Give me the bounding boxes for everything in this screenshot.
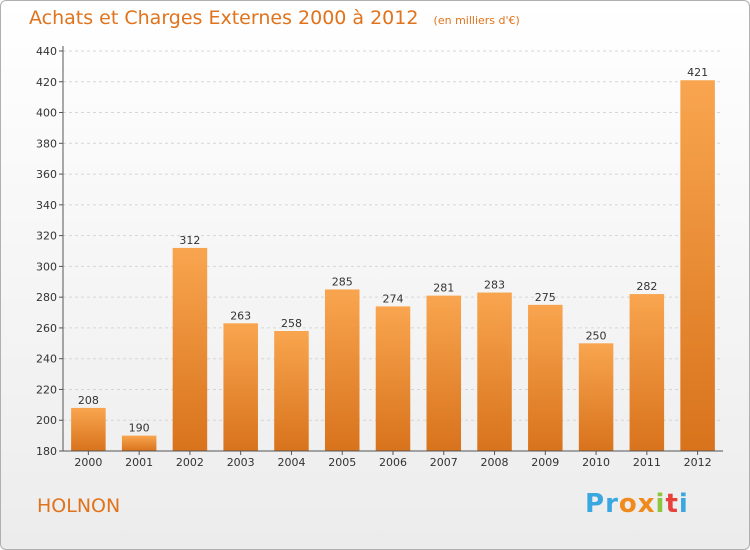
x-tick-label: 2002 <box>176 456 204 469</box>
value-label: 258 <box>281 317 302 330</box>
logo-letter: o <box>618 489 638 519</box>
bar-2004 <box>274 331 309 451</box>
y-tick-label: 420 <box>36 76 57 89</box>
logo-letter: t <box>665 489 679 519</box>
y-tick-label: 240 <box>36 353 57 366</box>
title-row: Achats et Charges Externes 2000 à 2012 (… <box>29 7 520 29</box>
x-tick-label: 2010 <box>582 456 610 469</box>
x-tick-label: 2004 <box>277 456 305 469</box>
y-tick-label: 400 <box>36 107 57 120</box>
x-tick-label: 2001 <box>125 456 153 469</box>
value-label: 285 <box>332 275 353 288</box>
x-tick-label: 2012 <box>684 456 712 469</box>
logo-letter: x <box>637 489 656 519</box>
value-label: 275 <box>535 291 556 304</box>
value-label: 283 <box>484 279 505 292</box>
proxiti-logo: Proxiti <box>585 489 689 519</box>
bar-2008 <box>477 292 512 451</box>
x-tick-label: 2009 <box>531 456 559 469</box>
y-tick-label: 360 <box>36 168 57 181</box>
y-tick-label: 380 <box>36 137 57 150</box>
value-label: 208 <box>78 394 99 407</box>
bar-2010 <box>578 343 614 451</box>
logo-letter: P <box>585 489 606 519</box>
value-label: 421 <box>687 66 708 79</box>
bar-2000 <box>71 407 106 451</box>
logo-letter: r <box>605 489 619 519</box>
chart-title: Achats et Charges Externes 2000 à 2012 <box>29 7 419 29</box>
value-label: 190 <box>129 422 150 435</box>
y-tick-label: 300 <box>36 260 57 273</box>
value-label: 250 <box>586 329 607 342</box>
value-label: 274 <box>383 292 404 305</box>
x-tick-label: 2006 <box>379 456 407 469</box>
bar-2011 <box>629 294 665 451</box>
value-label: 263 <box>230 309 251 322</box>
bar-2001 <box>121 435 157 451</box>
bar-2002 <box>172 247 208 451</box>
bar-2005 <box>324 289 360 451</box>
bar-2003 <box>223 323 258 451</box>
logo-letter: i <box>655 489 666 519</box>
chart-subtitle: (en milliers d'€) <box>433 14 520 27</box>
x-tick-label: 2007 <box>430 456 458 469</box>
y-tick-label: 220 <box>36 383 57 396</box>
x-tick-label: 2005 <box>328 456 356 469</box>
y-tick-label: 340 <box>36 199 57 212</box>
logo-letter: i <box>678 489 689 519</box>
y-tick-label: 180 <box>36 445 57 458</box>
value-label: 312 <box>179 234 200 247</box>
value-label: 282 <box>636 280 657 293</box>
town-name: HOLNON <box>37 495 121 517</box>
y-tick-label: 440 <box>36 45 57 58</box>
y-tick-label: 200 <box>36 414 57 427</box>
x-tick-label: 2000 <box>74 456 102 469</box>
x-tick-label: 2003 <box>227 456 255 469</box>
y-tick-label: 260 <box>36 322 57 335</box>
x-tick-label: 2008 <box>481 456 509 469</box>
bar-2007 <box>426 295 462 451</box>
y-tick-label: 320 <box>36 230 57 243</box>
y-tick-label: 280 <box>36 291 57 304</box>
bar-2009 <box>528 304 563 451</box>
value-label: 281 <box>433 282 454 295</box>
x-tick-label: 2011 <box>633 456 661 469</box>
bar-2006 <box>375 306 411 451</box>
bar-2012 <box>680 80 715 451</box>
